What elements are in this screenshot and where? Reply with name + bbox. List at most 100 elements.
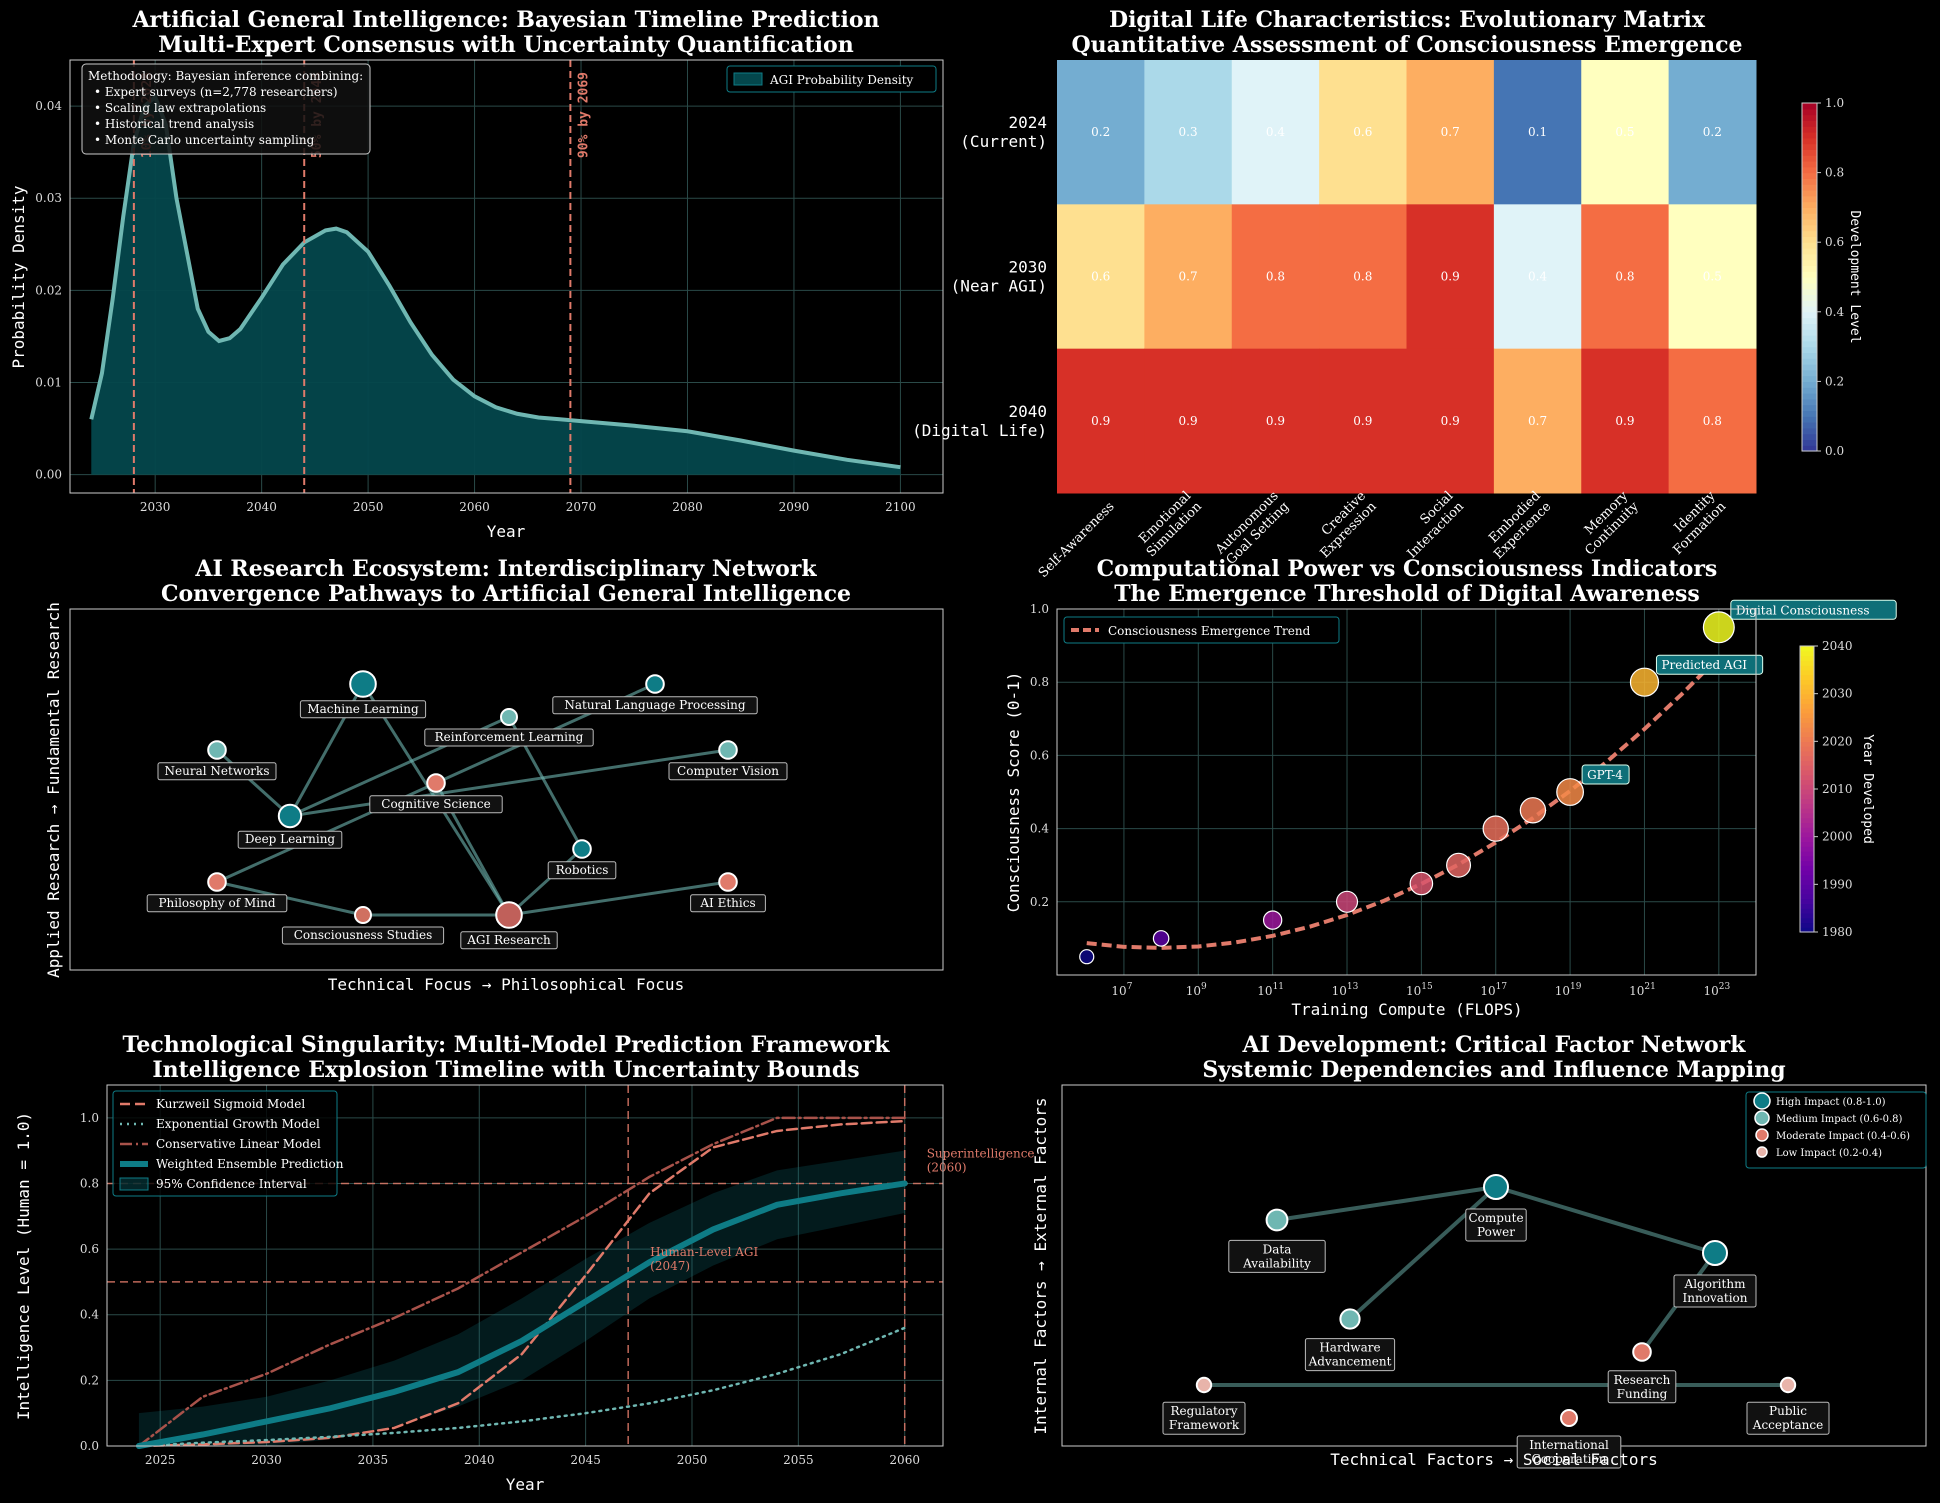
colorbar-segment (1800, 698, 1814, 704)
singularity-annotation: Superintelligence (927, 1146, 1035, 1160)
matrix-cell-value: 0.4 (1266, 125, 1285, 139)
agi-xtick-label: 2070 (566, 500, 597, 514)
ecosystem-edge (507, 847, 584, 917)
colorbar-segment (1800, 707, 1814, 714)
factor-legend-frame (1745, 1091, 1927, 1169)
ecosystem-node (495, 901, 523, 929)
agi-subtitle: Multi-Expert Consensus with Uncertainty … (158, 32, 853, 58)
colorbar-segment (1802, 364, 1817, 371)
colorbar-segment (1802, 149, 1817, 156)
ecosystem-node-label: Computer Vision (677, 764, 779, 778)
singularity-ytick-label: 0.4 (80, 1308, 99, 1322)
matrix-row-label-sub: (Current) (960, 132, 1047, 151)
colorbar-segment (1802, 427, 1817, 435)
matrix-row-label: 2024 (1008, 113, 1047, 132)
factor-node-label: Hardware (1319, 1341, 1380, 1355)
ecosystem-node (572, 839, 592, 859)
colorbar-segment (1800, 741, 1814, 747)
compute-title: Computational Power vs Consciousness Ind… (1097, 556, 1718, 582)
ecosystem-node (277, 803, 303, 829)
colorbar-segment (1802, 155, 1817, 162)
colorbar-segment (1802, 277, 1817, 284)
singularity-xtick-label: 2040 (464, 1453, 495, 1467)
compute-annotation-box (1655, 654, 1764, 675)
colorbar-segment (1802, 433, 1817, 440)
factor-frame (1061, 1084, 1927, 1447)
factor-node-label: Regulatory (1170, 1404, 1237, 1418)
colorbar-segment (1800, 665, 1814, 671)
compute-data-point (1556, 778, 1584, 806)
factor-node-label: International (1529, 1438, 1609, 1452)
singularity-ytick-label: 0.6 (80, 1242, 99, 1256)
colorbar-segment (1802, 114, 1817, 121)
singularity-frame (106, 1084, 944, 1447)
singularity-series-line (137, 1326, 906, 1448)
panel-research-ecosystem: AI Research Ecosystem: Interdisciplinary… (44, 556, 944, 994)
factor-ylabel: Internal Factors → External Factors (1031, 1097, 1050, 1434)
colorbar-tick-label: 2010 (1822, 782, 1853, 796)
confidence-band (138, 1150, 905, 1446)
factor-legend-marker (1756, 1146, 1768, 1158)
factor-node-label-line2: Acceptance (1752, 1418, 1823, 1432)
matrix-cell (1581, 204, 1670, 350)
singularity-legend-label: 95% Confidence Interval (156, 1177, 307, 1191)
ecosystem-title: AI Research Ecosystem: Interdisciplinary… (194, 556, 817, 582)
colorbar-segment (1800, 803, 1814, 809)
colorbar-segment (1802, 381, 1817, 388)
singularity-annotation: Human-Level AGI (650, 1245, 758, 1259)
panel-factor-network: AI Development: Critical Factor Network … (1031, 1032, 1927, 1469)
colorbar-segment (1800, 841, 1814, 847)
matrix-cell (1493, 348, 1582, 494)
ecosystem-node-label: Natural Language Processing (564, 698, 746, 712)
compute-annotation-label: Predicted AGI (1661, 658, 1747, 672)
colorbar-segment (1800, 922, 1814, 928)
colorbar-segment (1802, 422, 1817, 429)
colorbar-segment (1802, 282, 1817, 290)
colorbar-tick-label: 0.8 (1825, 166, 1844, 180)
colorbar-label: Development Level (1847, 210, 1862, 343)
methodology-line-1: Methodology: Bayesian inference combinin… (88, 69, 363, 83)
compute-data-point (1482, 815, 1509, 842)
matrix-cell-value: 0.6 (1353, 125, 1372, 139)
methodology-line-3: • Scaling law extrapolations (94, 101, 266, 115)
colorbar-segment (1802, 201, 1817, 208)
ecosystem-edge (508, 880, 729, 917)
colorbar-segment (1802, 248, 1817, 255)
singularity-ytick-label: 1.0 (80, 1111, 99, 1125)
singularity-title: Technological Singularity: Multi-Model P… (123, 1032, 891, 1058)
colorbar-segment (1802, 439, 1817, 446)
colorbar-segment (1802, 132, 1817, 139)
ecosystem-node-label: Cognitive Science (381, 797, 490, 811)
colorbar-segment (1802, 416, 1817, 423)
compute-xlabel: Training Compute (FLOPS) (1291, 1000, 1522, 1019)
colorbar-segment (1800, 884, 1814, 890)
colorbar-segment (1800, 746, 1814, 752)
colorbar-segment (1800, 893, 1814, 900)
factor-node-label-line2: Funding (1617, 1387, 1668, 1401)
agi-xtick-label: 2030 (140, 500, 171, 514)
colorbar-segment (1800, 860, 1814, 866)
agi-legend: AGI Probability Density (726, 65, 937, 93)
colorbar-segment (1800, 836, 1814, 843)
ecosystem-node (349, 670, 377, 698)
ecosystem-node-label-box (281, 926, 445, 945)
compute-data-point (1409, 871, 1434, 896)
factor-node-label-line2: Availability (1242, 1256, 1311, 1270)
singularity-legend-swatch (119, 1177, 149, 1191)
agi-xtick-label: 2090 (779, 500, 810, 514)
colorbar-segment (1802, 195, 1817, 203)
colorbar-segment (1800, 674, 1814, 680)
colorbar-segment (1800, 660, 1814, 666)
colorbar-segment (1800, 793, 1814, 800)
ecosystem-node-label: AI Ethics (699, 896, 755, 910)
matrix-cell-value: 0.7 (1179, 270, 1198, 284)
colorbar-segment (1800, 731, 1814, 738)
singularity-plot-area: Human-Level AGI(2047) Superintelligence(2… (107, 1085, 1035, 1449)
factor-node-label: Compute (1468, 1211, 1523, 1225)
colorbar-segment (1800, 850, 1814, 857)
singularity-subtitle: Intelligence Explosion Timeline with Unc… (152, 1057, 859, 1083)
colorbar-segment (1800, 827, 1814, 833)
matrix-cell-value: 0.9 (1441, 414, 1460, 428)
singularity-legend-label: Kurzweil Sigmoid Model (156, 1097, 305, 1111)
